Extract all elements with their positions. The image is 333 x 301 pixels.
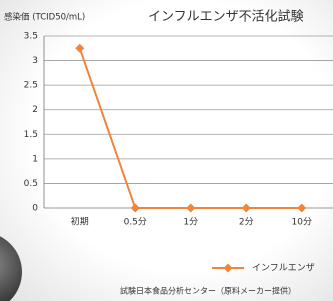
background	[0, 0, 333, 301]
y-tick-label: 2.5	[24, 81, 38, 91]
y-tick-label: 3	[32, 56, 38, 66]
x-tick-label: 10分	[292, 217, 312, 228]
page: {"chart_data": {"type": "line", "title":…	[0, 0, 333, 301]
x-tick-label: 初期	[71, 216, 89, 228]
y-tick-label: 1.5	[24, 130, 38, 140]
y-axis-label: 感染価 (TCID50/mL)	[4, 12, 85, 23]
y-tick-label: 3.5	[24, 32, 38, 42]
y-tick-label: 0.5	[24, 179, 38, 189]
y-tick-label: 0	[32, 204, 38, 214]
source-note: 試験日本食品分析センター（原料メーカー提供）	[120, 286, 296, 296]
legend-label: インフルエンザ	[252, 263, 315, 274]
chart: 感染価 (TCID50/mL) インフルエンザ不活化試験 試験日本食品分析センタ…	[0, 0, 333, 301]
x-tick-label: 0.5分	[124, 217, 147, 228]
y-tick-label: 2	[32, 105, 38, 115]
x-tick-label: 1分	[183, 217, 198, 228]
x-tick-label: 2分	[239, 217, 254, 228]
chart-title: インフルエンザ不活化試験	[148, 9, 304, 25]
y-tick-label: 1	[32, 154, 38, 164]
